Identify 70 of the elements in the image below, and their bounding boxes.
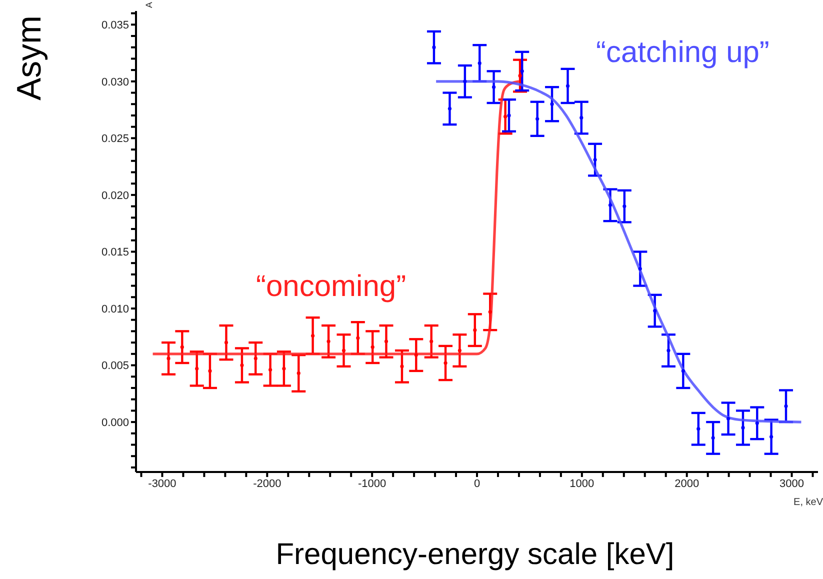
point — [473, 328, 477, 332]
point — [463, 80, 467, 84]
point — [666, 348, 670, 352]
point — [638, 266, 642, 271]
point — [653, 308, 657, 313]
point — [580, 116, 584, 120]
point — [268, 368, 272, 372]
y-tick-label: 0.015 — [101, 246, 129, 259]
point — [608, 203, 612, 207]
point — [356, 336, 360, 340]
point — [784, 404, 788, 408]
point — [492, 85, 496, 89]
point — [282, 366, 286, 370]
point — [755, 421, 759, 425]
point — [310, 334, 315, 338]
point — [696, 427, 700, 431]
text: E, keV — [794, 497, 823, 508]
point — [414, 353, 418, 357]
y-axis-title: Asym — [10, 16, 50, 100]
point — [622, 204, 626, 208]
point — [681, 369, 685, 373]
point — [770, 435, 774, 439]
x-tick-label: 3000 — [780, 478, 804, 490]
point — [432, 46, 436, 50]
y-tick-label: 0.010 — [101, 303, 129, 316]
x-tick-label: 1000 — [570, 478, 594, 490]
point — [195, 366, 199, 370]
line-series — [434, 80, 803, 424]
point — [326, 340, 330, 344]
x-tick-label: -3000 — [148, 478, 176, 490]
y-tick-label: 0.035 — [101, 20, 129, 32]
point — [593, 158, 597, 162]
y-tick-label: 0.030 — [101, 76, 129, 88]
line-series — [151, 80, 520, 356]
point — [240, 363, 244, 368]
x-tick-label: 2000 — [674, 478, 700, 490]
point — [254, 356, 258, 360]
y-tick-label: 0.000 — [101, 416, 129, 429]
point — [518, 74, 522, 78]
point — [726, 416, 730, 420]
y-tick-label: 0.005 — [101, 360, 129, 372]
point — [444, 361, 448, 365]
point — [507, 114, 511, 118]
text: A — [144, 2, 154, 8]
point — [370, 345, 374, 349]
point — [458, 348, 462, 352]
point — [180, 345, 184, 349]
point — [488, 310, 492, 314]
point — [448, 106, 452, 110]
x-tick-label: -2000 — [253, 478, 282, 490]
point — [166, 356, 170, 360]
point — [342, 348, 346, 352]
x-tick-label: 0 — [474, 478, 480, 490]
point — [536, 117, 540, 121]
series-label: “catching up” — [596, 36, 770, 70]
point — [711, 436, 715, 440]
y-tick-label: 0.025 — [101, 133, 129, 146]
point — [478, 61, 482, 66]
x-tick-label: -1000 — [358, 478, 386, 490]
series-label: “oncoming” — [256, 270, 406, 304]
y-tick-label: 0.020 — [101, 190, 129, 202]
point — [741, 426, 745, 430]
point — [520, 69, 524, 73]
point — [400, 364, 404, 368]
point — [504, 114, 508, 118]
x-axis-title: Frequency-energy scale [keV] — [276, 538, 674, 572]
point — [550, 102, 554, 106]
point — [430, 340, 434, 344]
point — [296, 371, 300, 376]
point — [208, 369, 212, 373]
